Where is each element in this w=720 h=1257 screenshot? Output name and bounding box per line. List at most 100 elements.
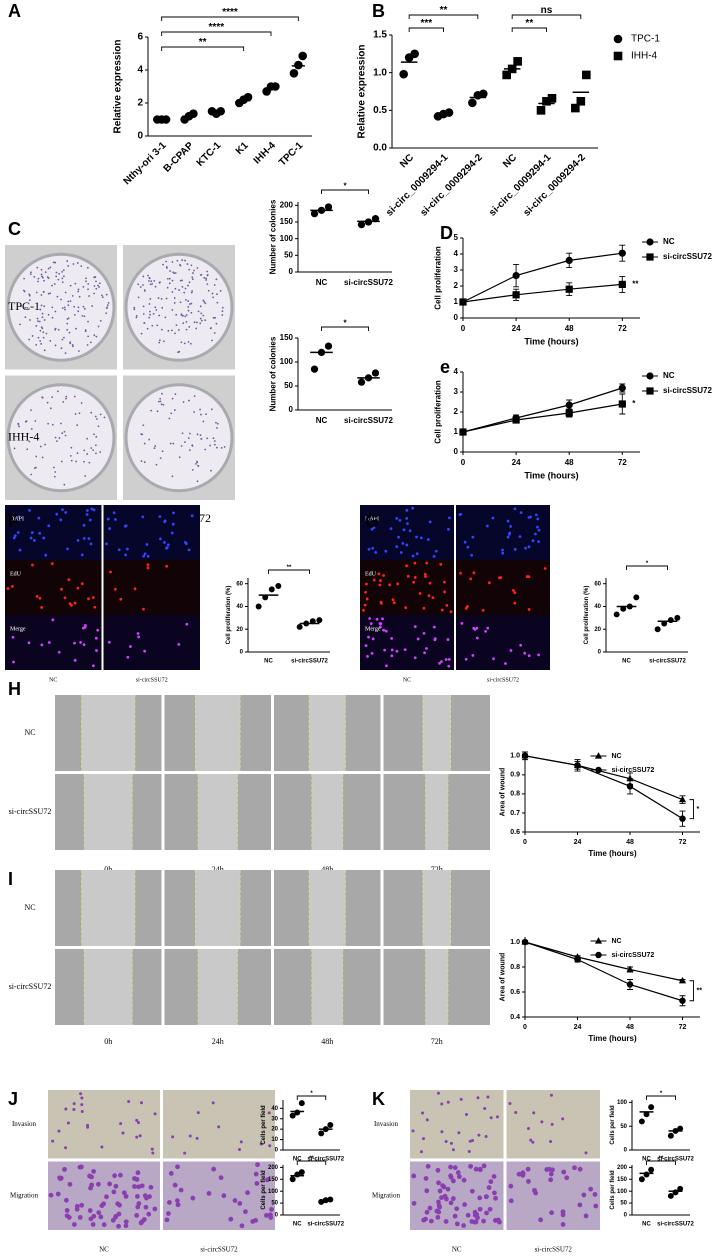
photo-detail [159, 397, 162, 400]
y-tick-label: 0 [240, 650, 244, 656]
photo-detail [30, 531, 34, 535]
photo-detail [378, 583, 382, 587]
photo-detail [170, 531, 174, 535]
data-point [582, 70, 591, 80]
photo-detail [58, 437, 61, 439]
photo-detail [163, 541, 166, 544]
annotation: * [632, 399, 636, 408]
photo-detail [204, 302, 207, 305]
data-point [513, 57, 522, 66]
data-point [618, 249, 626, 257]
photo-detail [165, 265, 168, 268]
photo-col-label: 0h [104, 1037, 112, 1046]
photo-detail [390, 648, 394, 652]
photo-detail [151, 324, 154, 327]
photo-detail [458, 513, 462, 517]
y-tick-label: 0 [289, 405, 294, 414]
photo-detail [211, 339, 213, 342]
photo-detail [184, 441, 186, 443]
photo-detail [135, 1118, 139, 1122]
data-point [294, 60, 303, 70]
photo-detail [402, 528, 406, 532]
photo-detail [577, 1166, 583, 1172]
photo-detail [63, 430, 66, 433]
panel-label: I [8, 869, 13, 889]
photo-detail [180, 313, 183, 316]
x-tick-label: 72 [679, 839, 687, 846]
photo-detail [143, 442, 146, 445]
photo-detail [69, 300, 72, 303]
data-point [679, 815, 686, 822]
photo-detail [44, 553, 48, 557]
photo-detail [177, 329, 180, 331]
photo-detail [86, 266, 89, 269]
data-point [667, 1192, 674, 1199]
photo-detail [84, 949, 133, 1025]
photo-detail [199, 317, 202, 320]
photo-detail [190, 1195, 196, 1201]
photo-detail [536, 525, 539, 529]
photo-detail [477, 1195, 483, 1201]
photo-detail [146, 327, 149, 330]
photo-detail [165, 260, 167, 263]
photo-detail [25, 420, 28, 422]
photo-detail [212, 296, 215, 299]
significance-bracket [689, 980, 694, 1002]
photo-detail [166, 277, 169, 280]
photo-detail [100, 1145, 104, 1149]
data-point [626, 783, 634, 790]
y-tick-label: 0.8 [510, 964, 520, 971]
photo-detail [459, 571, 462, 575]
photo-detail [245, 1190, 250, 1196]
photo-detail [531, 539, 535, 543]
photo-detail [88, 461, 91, 464]
photo-detail [126, 547, 129, 551]
photo-detail [40, 304, 43, 307]
photo-detail [168, 1171, 174, 1176]
photo-detail [524, 546, 527, 550]
y-tick-label: 50 [284, 381, 293, 390]
photo-detail [199, 408, 201, 411]
photo-detail [198, 774, 238, 850]
photo-detail [93, 276, 95, 279]
photo-detail [74, 1203, 80, 1209]
series-line [524, 941, 683, 982]
photo-detail [28, 299, 31, 302]
photo-detail [212, 437, 215, 440]
data-point [262, 594, 269, 601]
photo-detail [425, 561, 429, 565]
photo-detail [70, 446, 73, 449]
photo-row-label: Migration [372, 1191, 400, 1199]
photo-detail [427, 1205, 433, 1211]
photo-detail [143, 1204, 149, 1210]
photo-detail [38, 596, 42, 600]
photo-detail [181, 279, 183, 282]
y-axis-label: Cells per field [610, 1105, 616, 1145]
y-tick-label: 1.0 [373, 67, 387, 78]
series-line [524, 755, 683, 801]
photo-row-label: si-circSSU72 [9, 807, 52, 816]
photo-detail [47, 292, 50, 295]
photo-detail [549, 1093, 553, 1097]
photo-detail [148, 1184, 154, 1190]
photo-row-label: DAPI [365, 516, 379, 522]
y-tick-label: 50 [284, 250, 293, 259]
photo-detail [309, 695, 346, 771]
photo-detail [372, 526, 376, 530]
y-axis-label: Area of wound [500, 953, 507, 1002]
photo-detail [188, 1134, 192, 1138]
photo-detail [34, 420, 37, 422]
photo-detail [488, 1179, 494, 1185]
y-tick-label: 4 [454, 367, 459, 376]
photo-detail [107, 640, 111, 644]
photo-detail [174, 287, 177, 290]
photo-detail [129, 645, 132, 648]
photo-detail [425, 774, 448, 850]
data-point [371, 369, 380, 377]
photo-detail [549, 1139, 553, 1143]
x-tick-label: 0 [523, 1024, 527, 1031]
photo-detail [80, 582, 84, 586]
photo-detail [116, 1223, 121, 1229]
photo-detail [377, 572, 381, 576]
